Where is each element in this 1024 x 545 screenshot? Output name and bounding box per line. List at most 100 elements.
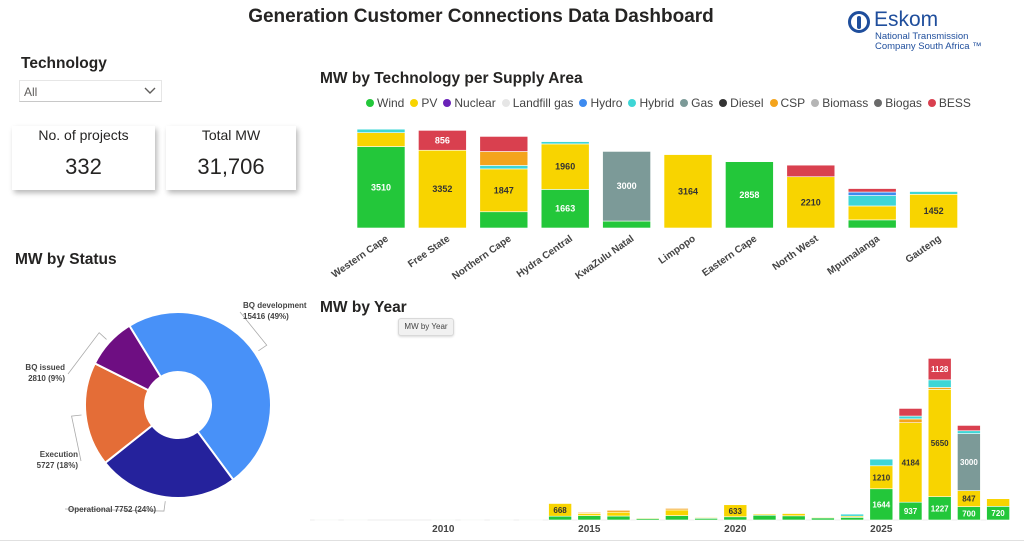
bar-2024-wind[interactable]	[840, 517, 864, 521]
x-tick-label: Limpopo	[657, 233, 698, 266]
legend-dot-icon	[628, 98, 637, 107]
bar-hydra-central-wind[interactable]	[540, 189, 590, 229]
bar-free-state-pv[interactable]	[418, 149, 467, 229]
bar-free-state-bess[interactable]	[418, 130, 467, 151]
bar-mpumalanga-bess[interactable]	[847, 188, 897, 193]
legend-item-nuclear[interactable]: Nuclear	[443, 96, 496, 110]
data-label: 856	[435, 135, 450, 145]
bar-western-cape-pv[interactable]	[356, 132, 406, 147]
bar-eastern-cape-wind[interactable]	[725, 161, 774, 229]
technology-dropdown[interactable]: All	[19, 80, 162, 102]
legend-label: Diesel	[730, 96, 764, 110]
legend-item-biogas[interactable]: Biogas	[874, 96, 922, 110]
legend-item-landfill-gas[interactable]: Landfill gas	[501, 96, 573, 110]
bar-2015-csp[interactable]	[577, 512, 602, 514]
bar-limpopo-pv[interactable]	[663, 154, 713, 229]
bar-northern-cape-csp[interactable]	[479, 151, 529, 166]
bar-2028-hybrid[interactable]	[957, 430, 981, 434]
bar-northern-cape-bess[interactable]	[479, 136, 529, 152]
bar-2014-pv[interactable]	[548, 503, 572, 517]
slice-value: 2810 (9%)	[28, 374, 65, 383]
donut-slice-operational[interactable]	[103, 424, 235, 499]
bar-2028-bess[interactable]	[957, 425, 981, 432]
data-label: 847	[962, 495, 976, 504]
bar-2015-wind[interactable]	[577, 515, 602, 521]
bar-2026-hybrid[interactable]	[898, 415, 923, 420]
total-mw-card-value: 31,706	[197, 154, 265, 179]
bar-gauteng-hybrid[interactable]	[909, 191, 958, 195]
bar-2016-pv[interactable]	[606, 511, 631, 517]
bar-kwazulu-natal-wind[interactable]	[602, 220, 651, 229]
legend-dot-icon	[366, 98, 374, 107]
donut-slice-execution[interactable]	[84, 362, 154, 465]
bar-2026-csp[interactable]	[898, 418, 923, 424]
bar-mpumalanga-hydro[interactable]	[847, 191, 897, 196]
bottom-divider	[0, 540, 1024, 541]
bar-northern-cape-hybrid[interactable]	[479, 165, 529, 170]
bar-2016-wind[interactable]	[606, 515, 631, 521]
bar-2027-hybrid[interactable]	[927, 379, 952, 388]
bar-2026-bess[interactable]	[898, 408, 923, 417]
bar-2025-hybrid[interactable]	[869, 458, 894, 467]
legend-item-biomass[interactable]: Biomass	[811, 96, 868, 110]
legend-item-wind[interactable]: Wind	[366, 96, 404, 110]
legend-item-diesel[interactable]: Diesel	[719, 96, 764, 110]
bar-2027-bess[interactable]	[927, 358, 952, 381]
bar-mpumalanga-wind[interactable]	[847, 219, 897, 229]
x-tick-label: KwaZulu Natal	[574, 233, 637, 282]
data-label: 1663	[555, 204, 575, 214]
bar-2018-csp[interactable]	[665, 508, 689, 511]
bar-northern-cape-pv[interactable]	[479, 168, 529, 213]
x-tick-label: Free State	[406, 233, 452, 270]
bar-2021-pv[interactable]	[752, 513, 777, 516]
bar-2020-wind[interactable]	[723, 516, 748, 521]
data-label: 1210	[872, 473, 890, 482]
x-tick-label: 2015	[578, 524, 601, 535]
data-label: 1227	[931, 504, 949, 513]
bar-2018-pv[interactable]	[665, 509, 689, 516]
legend-label: Biomass	[822, 96, 869, 110]
slice-label: BQ issued	[25, 363, 65, 372]
legend-item-hydro[interactable]: Hydro	[579, 96, 622, 110]
bar-2018-wind[interactable]	[665, 515, 689, 521]
bar-2014-wind[interactable]	[548, 515, 572, 521]
bar-kwazulu-natal-gas[interactable]	[602, 151, 651, 222]
bar-2023-wind[interactable]	[811, 517, 835, 521]
bar-mpumalanga-pv[interactable]	[847, 205, 897, 221]
bar-north-west-pv[interactable]	[786, 176, 836, 229]
legend-item-hybrid[interactable]: Hybrid	[628, 96, 674, 110]
donut-slice-bq-issued[interactable]	[93, 324, 163, 392]
bar-2021-wind[interactable]	[752, 514, 777, 521]
bar-western-cape-hybrid[interactable]	[356, 128, 406, 133]
slice-label: Operational 7752 (24%)	[68, 505, 156, 514]
legend-item-csp[interactable]: CSP	[769, 96, 805, 110]
bar-2029-pv[interactable]	[986, 498, 1010, 507]
bar-northern-cape-wind[interactable]	[479, 211, 529, 229]
legend-item-bess[interactable]: BESS	[927, 96, 971, 110]
x-tick-label: North West	[771, 233, 821, 273]
bar-2015-pv[interactable]	[577, 513, 602, 516]
bar-north-west-bess[interactable]	[786, 164, 836, 178]
bar-western-cape-wind[interactable]	[356, 146, 406, 229]
eskom-logo: Eskom National Transmission Company Sout…	[848, 8, 998, 57]
bar-2023-pv[interactable]	[811, 516, 835, 519]
legend-item-pv[interactable]: PV	[410, 96, 437, 110]
bar-2022-pv[interactable]	[781, 513, 806, 517]
bar-mpumalanga-hybrid[interactable]	[847, 195, 897, 207]
bar-2017-pv[interactable]	[635, 517, 660, 519]
technology-bar-chart: 3510 Western Cape 3352 856 Free State 1847 Nor…	[330, 128, 958, 282]
bar-2020-pv[interactable]	[723, 504, 748, 518]
legend-dot-icon	[874, 98, 883, 107]
legend-item-gas[interactable]: Gas	[680, 96, 713, 110]
donut-slice-bq-development[interactable]	[128, 311, 273, 482]
bar-2016-csp[interactable]	[606, 510, 631, 513]
data-label: 1960	[555, 162, 575, 172]
logo-subtitle: National Transmission Company South Afri…	[875, 32, 1005, 52]
bar-gauteng-pv[interactable]	[909, 194, 958, 229]
data-label: 1847	[494, 185, 514, 195]
bar-2024-hybrid[interactable]	[840, 513, 864, 517]
bar-2022-wind[interactable]	[781, 515, 806, 521]
bar-2019-pv[interactable]	[694, 517, 718, 519]
bar-hydra-central-hybrid[interactable]	[540, 141, 590, 145]
bar-hydra-central-pv[interactable]	[540, 143, 590, 190]
